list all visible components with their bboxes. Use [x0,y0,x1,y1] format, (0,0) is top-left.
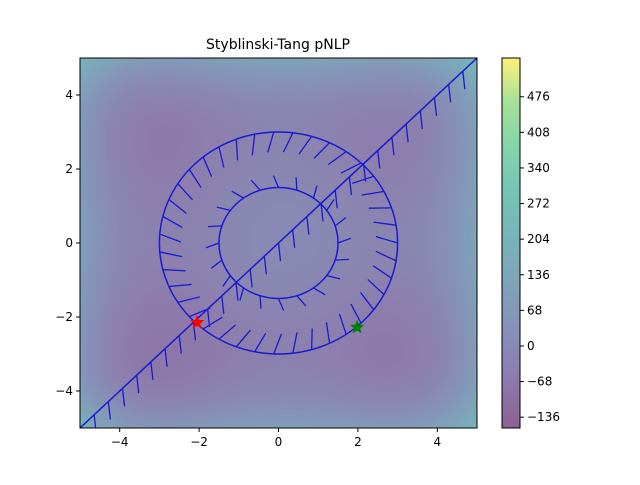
x-tick-label: 4 [433,435,441,449]
colorbar-tick-label: 408 [527,125,550,139]
x-axis: −4 −2 0 2 4 [111,428,441,449]
colorbar-tick-label: 204 [527,232,550,246]
y-axis: −4 −2 0 2 4 [55,88,80,398]
hatch-mark [312,328,313,349]
hatch-mark [335,259,349,260]
y-tick-label: 2 [65,162,73,176]
colorbar-ticks: −136 −68 0 68 136 204 272 340 408 476 [520,90,560,424]
colorbar-tick-label: 0 [527,339,535,353]
colorbar: −136 −68 0 68 136 204 272 340 408 476 [502,58,560,428]
y-tick-label: −4 [55,384,73,398]
colorbar-tick-label: 272 [527,197,550,211]
colorbar-tick-label: 476 [527,90,550,104]
x-tick-label: −2 [190,435,208,449]
colorbar-tick-label: 68 [527,303,542,317]
y-tick-label: 4 [65,88,73,102]
colorbar-gradient [502,58,520,428]
y-tick-label: −2 [55,310,73,324]
colorbar-tick-label: 136 [527,268,550,282]
colorbar-tick-label: 340 [527,161,550,175]
hatch-mark [208,226,222,227]
hatch-mark [260,296,261,309]
x-tick-label: −4 [111,435,129,449]
x-tick-label: 2 [354,435,362,449]
x-tick-label: 0 [275,435,283,449]
colorbar-tick-label: −136 [527,410,560,424]
plot-area [80,58,477,433]
chart-title: Styblinski-Tang pNLP [206,37,350,53]
colorbar-tick-label: −68 [527,375,552,389]
hatch-mark [296,177,297,190]
y-tick-label: 0 [65,236,73,250]
